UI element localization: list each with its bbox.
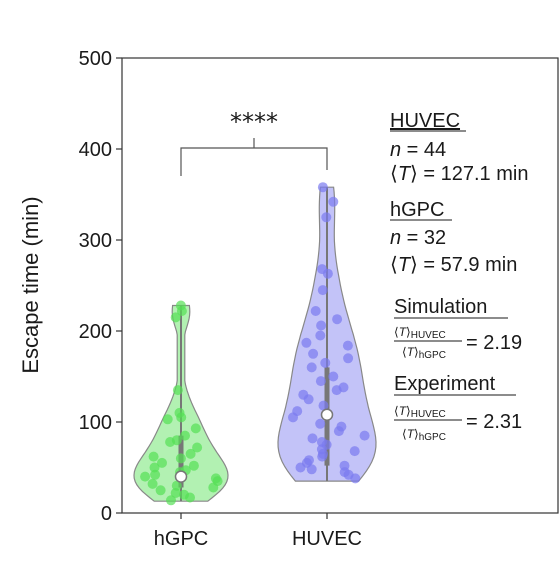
annotation-simulation-numerator: ⟨T⟩HUVEC — [394, 325, 446, 341]
y-tick-label-200: 200 — [79, 321, 112, 343]
violins-layer — [133, 186, 377, 502]
data-point-hGPC-10 — [165, 437, 176, 447]
annotation-huvec-mean: ⟨T⟩ = 127.1 min — [390, 163, 528, 185]
significance-stars: **** — [230, 108, 278, 136]
data-point-HUVEC-7 — [332, 314, 343, 325]
data-point-HUVEC-39 — [295, 462, 306, 473]
y-tick-label-300: 300 — [79, 230, 112, 252]
data-point-hGPC-2 — [170, 312, 181, 323]
points-layer — [140, 182, 370, 506]
y-axis: 0 100 200 300 400 500 — [79, 48, 122, 525]
data-point-HUVEC-10 — [301, 337, 312, 348]
data-point-HUVEC-43 — [350, 473, 361, 484]
data-point-HUVEC-16 — [328, 371, 339, 382]
data-point-hGPC-3 — [172, 385, 183, 396]
median-marker-HUVEC — [320, 408, 334, 421]
data-point-hGPC-27 — [155, 485, 166, 496]
data-point-hGPC-20 — [150, 469, 161, 480]
data-point-HUVEC-22 — [318, 400, 329, 411]
data-point-hGPC-14 — [175, 453, 186, 464]
data-point-HUVEC-11 — [342, 340, 353, 351]
data-point-hGPC-5 — [176, 412, 187, 423]
data-point-HUVEC-15 — [306, 362, 317, 373]
data-point-HUVEC-25 — [315, 418, 326, 429]
annotation-simulation-title: Simulation — [394, 296, 487, 318]
data-point-hGPC-31 — [166, 495, 176, 506]
data-point-hGPC-6 — [162, 414, 173, 425]
data-point-hGPC-13 — [148, 451, 159, 462]
data-point-HUVEC-13 — [343, 353, 354, 364]
data-point-hGPC-21 — [140, 471, 151, 482]
significance-bracket — [180, 138, 328, 176]
y-axis-title: Escape time (min) — [18, 196, 43, 373]
data-point-HUVEC-19 — [331, 385, 342, 396]
x-axis: hGPC HUVEC — [154, 513, 362, 550]
y-tick-label-500: 500 — [79, 48, 112, 70]
data-point-HUVEC-12 — [308, 348, 319, 359]
data-point-HUVEC-33 — [349, 446, 360, 457]
data-point-HUVEC-14 — [320, 357, 331, 368]
data-point-hGPC-30 — [185, 492, 195, 503]
data-point-hGPC-7 — [190, 423, 201, 434]
data-point-hGPC-11 — [192, 442, 203, 453]
annotation-simulation-value: = 2.19 — [466, 332, 522, 354]
x-tick-label-HUVEC: HUVEC — [292, 528, 362, 550]
data-point-HUVEC-8 — [316, 320, 327, 331]
data-point-hGPC-8 — [180, 430, 190, 441]
data-point-HUVEC-29 — [307, 433, 318, 444]
annotation-hgpc-n: n = 32 — [390, 227, 446, 249]
data-point-HUVEC-21 — [303, 394, 314, 405]
annotation-huvec-n: n = 44 — [390, 139, 446, 161]
data-point-hGPC-24 — [147, 478, 158, 489]
annotation-hgpc-mean: ⟨T⟩ = 57.9 min — [390, 254, 517, 276]
data-point-hGPC-15 — [157, 457, 167, 468]
median-marker-hGPC — [174, 470, 188, 483]
data-point-HUVEC-1 — [328, 196, 339, 207]
data-point-HUVEC-24 — [288, 412, 298, 423]
data-point-HUVEC-9 — [315, 330, 326, 341]
plot-frame — [121, 57, 559, 514]
annotation-huvec-title: HUVEC — [390, 110, 460, 132]
data-point-HUVEC-4 — [322, 268, 333, 279]
data-point-HUVEC-35 — [317, 451, 328, 462]
data-point-HUVEC-5 — [317, 285, 328, 296]
data-point-HUVEC-27 — [333, 426, 344, 437]
data-point-hGPC-26 — [208, 482, 219, 493]
annotation-experiment-numerator: ⟨T⟩HUVEC — [394, 404, 446, 420]
y-tick-label-400: 400 — [79, 139, 112, 161]
annotation-simulation-denominator: ⟨T⟩hGPC — [402, 345, 446, 361]
data-point-hGPC-16 — [188, 460, 199, 471]
data-point-HUVEC-28 — [359, 430, 370, 441]
data-point-hGPC-28 — [170, 488, 181, 498]
data-point-hGPC-12 — [185, 448, 196, 459]
annotation-hgpc-title: hGPC — [390, 199, 444, 221]
x-tick-label-hGPC: hGPC — [154, 528, 208, 550]
annotation-experiment-value: = 2.31 — [466, 411, 522, 433]
data-point-HUVEC-17 — [315, 376, 326, 387]
data-point-HUVEC-6 — [310, 306, 321, 316]
data-point-HUVEC-40 — [306, 464, 317, 475]
annotation-experiment-title: Experiment — [394, 373, 496, 395]
annotation-experiment-denominator: ⟨T⟩hGPC — [402, 427, 446, 443]
data-point-hGPC-1 — [176, 306, 187, 316]
y-tick-label-0: 0 — [101, 503, 112, 525]
data-point-HUVEC-0 — [317, 182, 328, 193]
y-tick-label-100: 100 — [79, 412, 112, 434]
data-point-hGPC-17 — [149, 462, 160, 473]
data-point-HUVEC-2 — [321, 212, 332, 223]
